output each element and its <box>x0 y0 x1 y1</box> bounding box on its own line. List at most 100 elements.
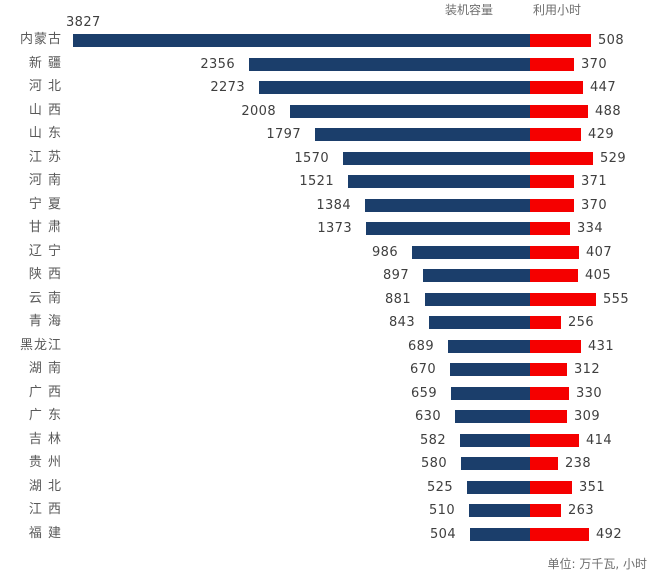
capacity-value-label: 510 <box>428 503 455 518</box>
capacity-value-label: 2008 <box>241 103 276 119</box>
hours-bar <box>530 292 596 306</box>
hours-bar <box>530 457 558 470</box>
hours-bar <box>530 269 578 282</box>
hours-value-label: 508 <box>598 33 625 48</box>
category-label: 青 海 <box>28 314 62 329</box>
chart-row: 山 西 2008 488 <box>0 102 654 119</box>
chart-row: 江 苏 1570 529 <box>0 150 654 166</box>
chart-row: 辽 宁 986 407 <box>0 243 654 260</box>
capacity-bar <box>429 316 530 329</box>
hours-value-label: 330 <box>576 385 603 401</box>
capacity-bar <box>425 292 530 306</box>
capacity-value-label: 1521 <box>299 174 334 189</box>
hours-bar <box>530 480 572 494</box>
category-label: 山 西 <box>28 102 62 118</box>
hours-bar <box>530 175 574 188</box>
chart-row: 吉 林 582 414 <box>0 431 654 448</box>
chart-row: 广 西 659 330 <box>0 385 654 401</box>
capacity-bar <box>348 175 530 188</box>
capacity-value-label: 630 <box>414 409 441 424</box>
hours-bar <box>530 316 561 329</box>
category-label: 内蒙古 <box>19 32 62 47</box>
hours-bar <box>530 57 574 71</box>
hours-bar <box>530 222 570 235</box>
hours-value-label: 256 <box>568 315 595 330</box>
chart-row: 河 南 1521 371 <box>0 173 654 189</box>
hours-bar <box>530 433 579 447</box>
hours-bar <box>530 198 574 212</box>
category-label: 宁 夏 <box>28 196 62 212</box>
hours-value-label: 555 <box>603 291 630 307</box>
capacity-value-label: 659 <box>410 385 437 401</box>
capacity-value-label: 897 <box>382 268 409 283</box>
hours-bar <box>530 128 581 141</box>
category-label: 云 南 <box>28 290 62 306</box>
hours-value-label: 431 <box>588 338 615 354</box>
capacity-value-label: 3827 <box>66 15 101 30</box>
category-label: 吉 林 <box>28 431 62 447</box>
hours-value-label: 351 <box>579 479 606 495</box>
hours-value-label: 414 <box>586 432 613 448</box>
capacity-value-label: 670 <box>409 362 436 377</box>
capacity-value-label: 881 <box>384 291 411 307</box>
capacity-value-label: 689 <box>407 338 434 354</box>
category-label: 黑龙江 <box>19 337 62 353</box>
hours-bar <box>530 104 588 118</box>
capacity-bar <box>259 81 530 94</box>
hours-bar <box>530 386 569 400</box>
hours-value-label: 312 <box>574 362 601 377</box>
capacity-value-label: 504 <box>429 526 456 542</box>
capacity-value-label: 580 <box>420 456 447 471</box>
hours-bar <box>530 34 591 47</box>
chart-row: 内蒙古 3827 508 <box>0 15 654 48</box>
capacity-bar <box>461 457 530 470</box>
capacity-bar <box>343 151 530 165</box>
category-label: 江 西 <box>28 502 62 517</box>
capacity-value-label: 986 <box>371 244 398 260</box>
category-label: 辽 宁 <box>28 243 62 259</box>
hours-value-label: 407 <box>586 244 613 260</box>
capacity-bar <box>448 339 530 353</box>
hours-bar <box>530 339 581 353</box>
category-label: 甘 肃 <box>28 220 62 235</box>
hours-value-label: 488 <box>595 103 622 119</box>
hours-bar <box>530 527 589 541</box>
chart-row: 贵 州 580 238 <box>0 455 654 471</box>
capacity-value-label: 2356 <box>200 56 235 72</box>
capacity-value-label: 1797 <box>266 127 301 142</box>
hours-bar <box>530 504 561 517</box>
chart-row: 湖 北 525 351 <box>0 478 654 495</box>
hours-value-label: 263 <box>568 503 595 518</box>
capacity-value-label: 525 <box>426 479 453 495</box>
hours-value-label: 309 <box>574 409 601 424</box>
hours-value-label: 529 <box>600 150 627 166</box>
hours-value-label: 405 <box>585 268 612 283</box>
capacity-value-label: 1384 <box>316 197 351 213</box>
chart-row: 江 西 510 263 <box>0 502 654 518</box>
capacity-bar <box>469 504 530 517</box>
chart-row: 福 建 504 492 <box>0 526 654 542</box>
capacity-bar <box>412 245 530 259</box>
category-label: 广 东 <box>28 408 62 423</box>
capacity-bar <box>451 386 530 400</box>
chart-row: 陕 西 897 405 <box>0 267 654 283</box>
capacity-bar <box>455 410 530 423</box>
hours-bar <box>530 363 567 376</box>
capacity-bar <box>366 222 530 235</box>
capacity-bar <box>365 198 530 212</box>
unit-note: 单位: 万千瓦, 小时 <box>547 557 648 571</box>
legend-capacity-label: 装机容量 <box>445 3 494 17</box>
hours-value-label: 334 <box>577 221 604 236</box>
hours-value-label: 370 <box>581 197 608 213</box>
chart-row: 山 东 1797 429 <box>0 126 654 142</box>
category-label: 贵 州 <box>28 455 62 470</box>
category-label: 湖 北 <box>28 478 62 494</box>
capacity-bar <box>290 104 530 118</box>
hours-bar <box>530 410 567 423</box>
chart-row: 宁 夏 1384 370 <box>0 196 654 213</box>
hours-value-label: 238 <box>565 456 592 471</box>
hours-bar <box>530 81 583 94</box>
capacity-value-label: 1373 <box>317 221 352 236</box>
capacity-value-label: 2273 <box>210 80 245 95</box>
legend-hours-label: 利用小时 <box>533 3 582 17</box>
